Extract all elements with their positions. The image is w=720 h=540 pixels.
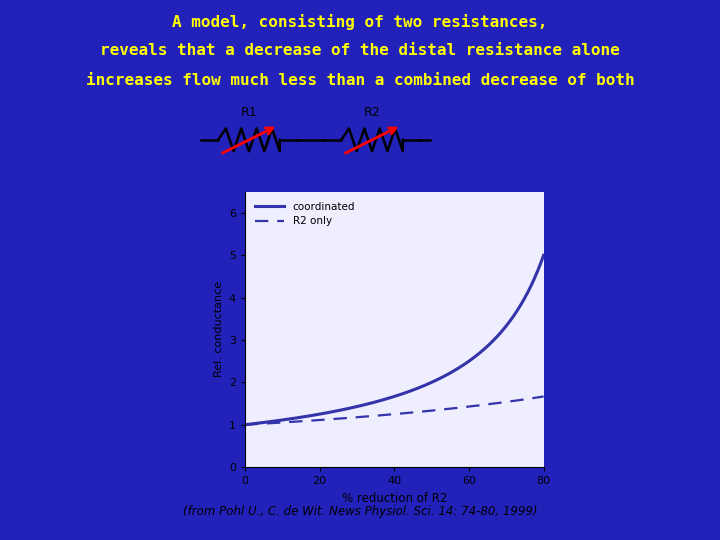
R2 only [384, 411, 393, 418]
R2 only [240, 422, 249, 428]
X-axis label: % reduction of R2: % reduction of R2 [341, 492, 447, 505]
coordinated [418, 383, 427, 389]
coordinated [384, 395, 393, 401]
Legend: coordinated, R2 only: coordinated, R2 only [250, 197, 361, 232]
R2 only [402, 410, 411, 416]
Text: reveals that a decrease of the distal resistance alone: reveals that a decrease of the distal re… [100, 43, 620, 58]
R2 only [418, 408, 427, 415]
Line: coordinated: coordinated [245, 255, 544, 425]
coordinated [240, 422, 249, 428]
Text: (from Pohl U., C. de Wit. News Physiol. Sci. 14: 74-80, 1999): (from Pohl U., C. de Wit. News Physiol. … [183, 505, 537, 518]
Text: R1: R1 [240, 106, 257, 119]
coordinated [532, 271, 541, 277]
Text: increases flow much less than a combined decrease of both: increases flow much less than a combined… [86, 73, 634, 88]
coordinated [539, 252, 548, 259]
coordinated [402, 389, 411, 396]
coordinated [485, 341, 494, 347]
R2 only [532, 394, 541, 401]
R2 only [539, 393, 548, 400]
R2 only [485, 401, 494, 407]
coordinated [382, 395, 391, 402]
Y-axis label: Rel. conductance: Rel. conductance [215, 281, 225, 377]
R2 only [382, 411, 391, 418]
Line: R2 only: R2 only [245, 396, 544, 425]
Text: A model, consisting of two resistances,: A model, consisting of two resistances, [172, 14, 548, 30]
Text: R2: R2 [364, 106, 380, 119]
